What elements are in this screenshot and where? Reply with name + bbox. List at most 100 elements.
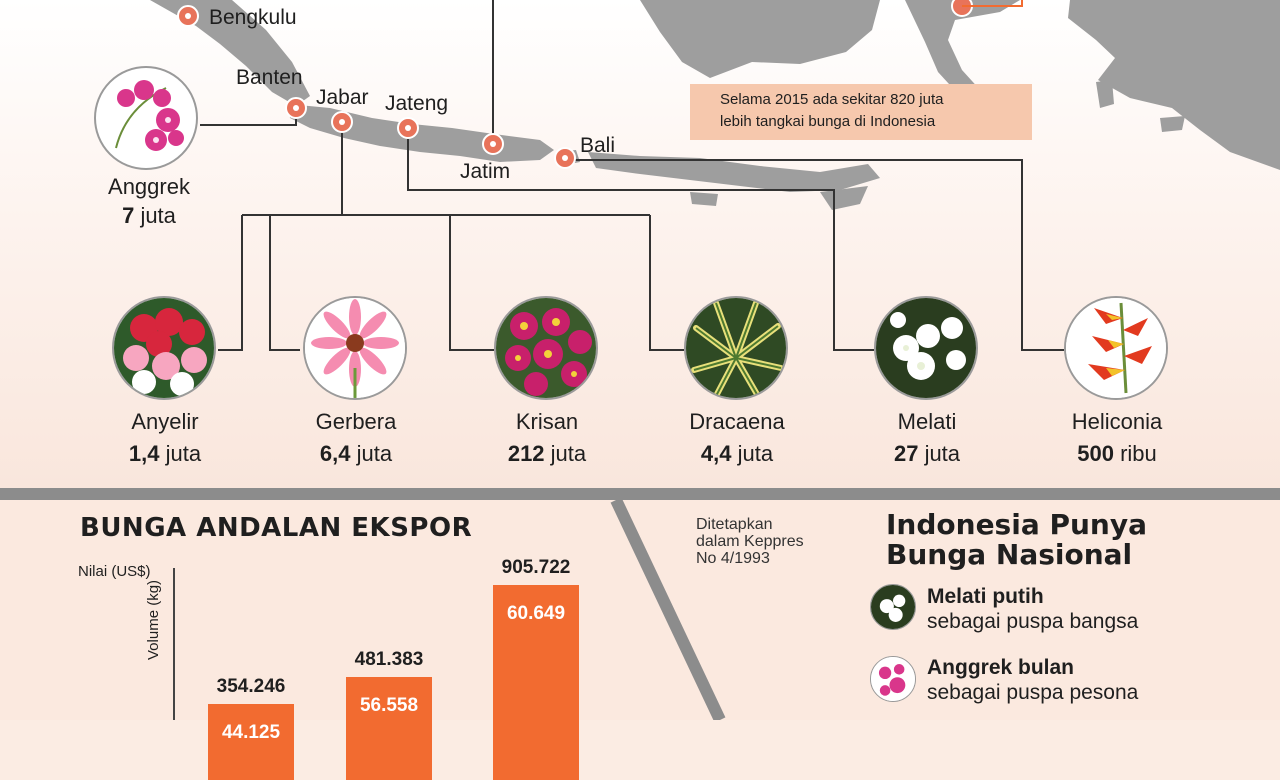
chart-axis <box>173 568 175 720</box>
heliconia-unit: ribu <box>1120 441 1157 466</box>
jasmine-icon <box>874 296 978 400</box>
gerbera-value: 6,4 <box>319 441 351 466</box>
y2-axis-label: Volume (kg) <box>145 579 162 660</box>
anyelir-line <box>218 215 243 351</box>
dracaena-value: 4,4 <box>700 441 732 466</box>
indonesia-map <box>150 0 1280 351</box>
national-item1-name: Melati putih <box>927 585 1044 608</box>
national-note: Ditetapkan dalam Keppres No 4/1993 <box>696 516 804 567</box>
national-item2-desc: sebagai puspa pesona <box>927 681 1139 704</box>
marker-dot <box>185 13 191 19</box>
carnation-icon <box>112 296 216 400</box>
info-box: Selama 2015 ada sekitar 820 juta lebih t… <box>690 84 1032 140</box>
national-title-line-1: Indonesia Punya <box>886 508 1147 541</box>
orchid-icon <box>94 66 198 170</box>
orchid-small-icon <box>870 656 916 702</box>
label-jabar: Jabar <box>316 86 369 109</box>
anyelir-value-row: 1,4 juta <box>85 441 245 467</box>
marker-dot <box>405 125 411 131</box>
anggrek-value-row: 7 juta <box>69 203 229 229</box>
bar-value-label-3: 905.722 <box>501 557 571 579</box>
nusa-tenggara-islands <box>588 152 880 192</box>
jasmine-small-icon <box>870 584 916 630</box>
anggrek-name: Anggrek <box>108 174 190 199</box>
anyelir-value: 1,4 <box>128 441 160 466</box>
note-line-1: Ditetapkan <box>696 516 773 533</box>
krisan-name: Krisan <box>515 409 579 434</box>
gerbera-name: Gerbera <box>315 409 397 434</box>
anggrek-unit: juta <box>140 203 176 228</box>
dracaena-value-row: 4,4 juta <box>657 441 817 467</box>
small-island <box>1160 116 1185 132</box>
label-banten: Banten <box>236 66 303 89</box>
gerbera-line <box>269 215 300 351</box>
heliconia-icon <box>1064 296 1168 400</box>
connector-lines <box>200 0 1064 351</box>
bar-value-label-1: 354.246 <box>216 675 286 697</box>
sumatra-island <box>150 0 310 106</box>
gerbera-value-row: 6,4 juta <box>276 441 436 467</box>
label-jateng: Jateng <box>385 92 449 115</box>
info-line-1: Selama 2015 ada sekitar 820 juta <box>720 91 944 108</box>
heliconia-value-row: 500 ribu <box>1037 441 1197 467</box>
note-line-3: No 4/1993 <box>696 550 770 567</box>
marker-dot <box>293 105 299 111</box>
marker-sulawesi <box>951 0 973 17</box>
chrysanthemum-icon <box>494 296 598 400</box>
y-axis-label: Nilai (US$) <box>78 563 151 580</box>
dracaena-line <box>649 215 684 351</box>
section-divider <box>0 488 1280 500</box>
sumba-island <box>690 192 718 206</box>
heliconia-value: 500 <box>1077 441 1114 466</box>
marker-dot <box>562 155 568 161</box>
top-background <box>0 0 1280 490</box>
krisan-value: 212 <box>507 441 545 466</box>
anyelir-unit: juta <box>165 441 202 466</box>
melati-value: 27 <box>893 441 919 466</box>
melati-unit: juta <box>924 441 961 466</box>
krisan-unit: juta <box>550 441 587 466</box>
anyelir-name: Anyelir <box>131 409 199 434</box>
sulawesi-island <box>905 0 1020 96</box>
krisan-line <box>449 215 494 351</box>
kalimantan-island <box>640 0 880 78</box>
bar-volume-label-2: 56.558 <box>359 694 419 716</box>
label-jatim: Jatim <box>460 160 511 183</box>
heliconia-name: Heliconia <box>1071 409 1163 434</box>
anggrek-value: 7 <box>122 203 135 228</box>
melati-name: Melati <box>897 409 957 434</box>
info-line-2: lebih tangkai bunga di Indonesia <box>720 113 936 130</box>
dracaena-name: Dracaena <box>689 409 785 434</box>
dracaena-unit: juta <box>737 441 774 466</box>
diagonal-divider <box>610 500 726 720</box>
bar-value-label-2: 481.383 <box>354 648 424 670</box>
timor-island <box>820 186 868 210</box>
krisan-value-row: 212 juta <box>467 441 627 467</box>
marker-dot <box>490 141 496 147</box>
gerbera-icon <box>303 296 407 400</box>
anggrek-line <box>200 108 297 126</box>
bar-volume-label-3: 60.649 <box>506 603 566 625</box>
label-bengkulu: Bengkulu <box>209 6 297 29</box>
maluku-island <box>1096 80 1114 108</box>
melati-value-row: 27 juta <box>847 441 1007 467</box>
dracaena-icon <box>684 296 788 400</box>
national-item1-desc: sebagai puspa bangsa <box>927 610 1139 633</box>
national-item2-name: Anggrek bulan <box>927 656 1075 679</box>
national-title-line-2: Bunga Nasional <box>886 538 1133 571</box>
marker-dot <box>339 119 345 125</box>
chart-title: BUNGA ANDALAN EKSPOR <box>80 513 473 543</box>
marker-dots <box>185 13 568 161</box>
bali-line <box>565 159 1064 351</box>
note-line-2: dalam Keppres <box>696 533 804 550</box>
bottom-background <box>0 500 1280 720</box>
label-bali: Bali <box>580 134 616 157</box>
sulawesi-connector <box>962 0 1023 7</box>
gerbera-unit: juta <box>356 441 393 466</box>
export-bar-2 <box>346 676 432 780</box>
papua-island <box>1068 0 1280 170</box>
national-title: Indonesia Punya Bunga Nasional <box>886 510 1147 570</box>
jateng-line <box>407 128 874 351</box>
bar-volume-label-1: 44.125 <box>221 721 281 743</box>
